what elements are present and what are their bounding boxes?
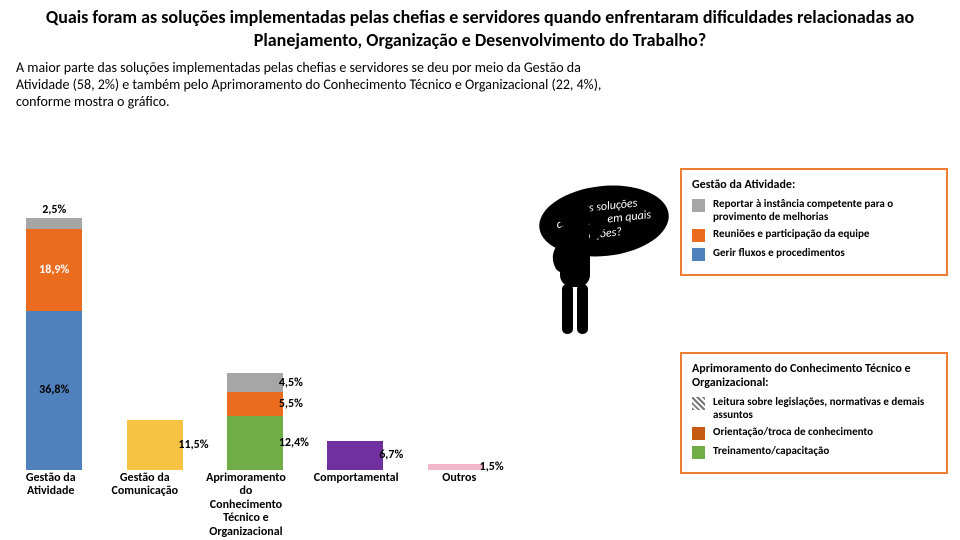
- chart-xaxis: Gestão da AtividadeGestão da Comunicação…: [10, 470, 500, 530]
- page-title: Quais foram as soluções implementadas pe…: [0, 0, 960, 55]
- legend-aprimoramento: Aprimoramento do Conhecimento Técnico e …: [680, 352, 948, 474]
- stacked-bar-chart: 36,8%18,9%2,5%11,5%12,4%5,5%4,5%6,7%1,5%…: [10, 190, 500, 530]
- legend-gestao-atividade: Gestão da Atividade: Reportar à instânci…: [680, 168, 948, 276]
- intro-text: A maior parte das soluções implementadas…: [0, 55, 620, 112]
- legend-heading: Aprimoramento do Conhecimento Técnico e …: [692, 362, 936, 390]
- legend-heading: Gestão da Atividade:: [692, 178, 936, 192]
- chart-plot: 36,8%18,9%2,5%11,5%12,4%5,5%4,5%6,7%1,5%: [10, 210, 500, 470]
- thinking-person-icon: [540, 194, 610, 344]
